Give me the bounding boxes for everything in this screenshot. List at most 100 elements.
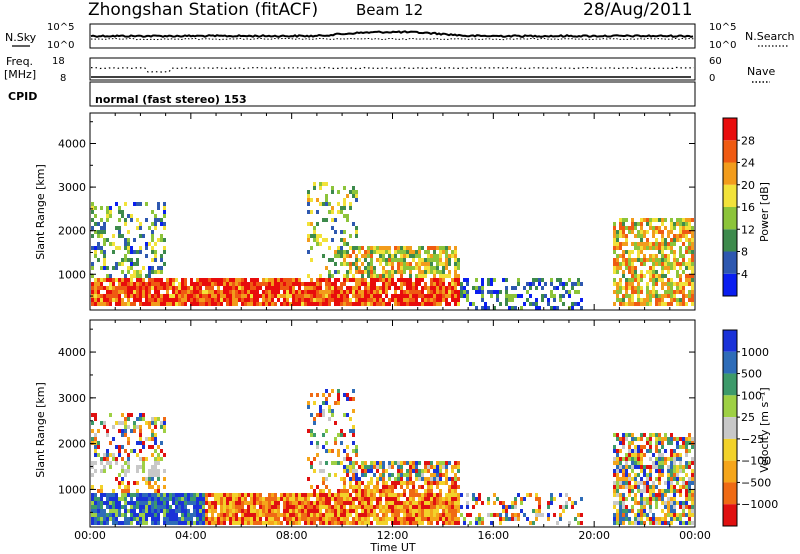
echo-cell xyxy=(271,505,274,509)
echo-cell xyxy=(652,513,655,517)
echo-cell xyxy=(385,282,388,286)
echo-cell xyxy=(421,302,424,306)
echo-cell xyxy=(397,294,400,298)
echo-cell xyxy=(682,485,685,489)
echo-cell xyxy=(298,290,301,294)
echo-cell xyxy=(538,282,541,286)
echo-cell xyxy=(403,278,406,282)
echo-cell xyxy=(427,509,430,513)
echo-cell xyxy=(481,294,484,298)
echo-cell xyxy=(439,298,442,302)
echo-cell xyxy=(526,517,529,521)
echo-cell xyxy=(370,481,373,485)
echo-cell xyxy=(166,509,169,513)
echo-cell xyxy=(175,497,178,501)
echo-cell xyxy=(673,234,676,238)
echo-cell xyxy=(316,302,319,306)
echo-cell xyxy=(616,230,619,234)
echo-cell xyxy=(625,485,628,489)
echo-cell xyxy=(133,513,136,517)
echo-cell xyxy=(433,258,436,262)
colorbar-tick-label: 25 xyxy=(741,411,755,424)
echo-cell xyxy=(91,413,94,417)
echo-cell xyxy=(436,473,439,477)
echo-cell xyxy=(406,513,409,517)
echo-cell xyxy=(667,286,670,290)
echo-cell xyxy=(139,226,142,230)
echo-cell xyxy=(118,513,121,517)
echo-cell xyxy=(157,509,160,513)
echo-cell xyxy=(634,445,637,449)
echo-cell xyxy=(373,509,376,513)
echo-cell xyxy=(421,473,424,477)
echo-cell xyxy=(352,274,355,278)
echo-cell xyxy=(319,517,322,521)
echo-cell xyxy=(454,513,457,517)
echo-cell xyxy=(655,465,658,469)
echo-cell xyxy=(151,497,154,501)
echo-cell xyxy=(574,290,577,294)
echo-cell xyxy=(238,278,241,282)
echo-cell xyxy=(664,242,667,246)
echo-cell xyxy=(475,521,478,525)
echo-cell xyxy=(682,441,685,445)
echo-cell xyxy=(307,509,310,513)
echo-cell xyxy=(319,186,322,190)
echo-cell xyxy=(334,254,337,258)
echo-cell xyxy=(652,489,655,493)
echo-cell xyxy=(403,509,406,513)
echo-cell xyxy=(364,286,367,290)
echo-cell xyxy=(376,250,379,254)
echo-cell xyxy=(277,286,280,290)
echo-cell xyxy=(622,437,625,441)
echo-cell xyxy=(568,290,571,294)
echo-cell xyxy=(97,513,100,517)
echo-cell xyxy=(301,505,304,509)
echo-cell xyxy=(400,469,403,473)
echo-cell xyxy=(343,290,346,294)
echo-cell xyxy=(97,489,100,493)
echo-cell xyxy=(325,517,328,521)
echo-cell xyxy=(151,433,154,437)
echo-cell xyxy=(328,286,331,290)
echo-cell xyxy=(370,254,373,258)
echo-cell xyxy=(274,501,277,505)
echo-cell xyxy=(121,262,124,266)
echo-cell xyxy=(151,465,154,469)
echo-cell xyxy=(310,286,313,290)
echo-cell xyxy=(286,509,289,513)
echo-cell xyxy=(346,501,349,505)
echo-cell xyxy=(661,278,664,282)
echo-cell xyxy=(346,262,349,266)
echo-cell xyxy=(640,497,643,501)
echo-cell xyxy=(454,465,457,469)
echo-cell xyxy=(460,513,463,517)
echo-cell xyxy=(511,513,514,517)
echo-cell xyxy=(361,298,364,302)
echo-cell xyxy=(670,437,673,441)
echo-cell xyxy=(385,521,388,525)
echo-cell xyxy=(682,437,685,441)
echo-cell xyxy=(352,477,355,481)
echo-cell xyxy=(379,505,382,509)
echo-cell xyxy=(460,294,463,298)
echo-cell xyxy=(118,485,121,489)
echo-cell xyxy=(625,509,628,513)
echo-cell xyxy=(193,302,196,306)
echo-cell xyxy=(664,489,667,493)
echo-cell xyxy=(670,469,673,473)
echo-cell xyxy=(373,493,376,497)
echo-cell xyxy=(472,286,475,290)
echo-cell xyxy=(439,469,442,473)
echo-cell xyxy=(142,417,145,421)
echo-cell xyxy=(652,290,655,294)
echo-cell xyxy=(661,230,664,234)
echo-cell xyxy=(337,461,340,465)
echo-cell xyxy=(100,294,103,298)
echo-cell xyxy=(124,513,127,517)
echo-cell xyxy=(646,298,649,302)
echo-cell xyxy=(307,401,310,405)
echo-cell xyxy=(352,302,355,306)
echo-cell xyxy=(319,274,322,278)
echo-cell xyxy=(685,445,688,449)
